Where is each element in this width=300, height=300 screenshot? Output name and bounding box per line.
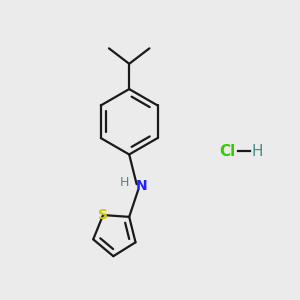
Text: H: H xyxy=(252,144,263,159)
Text: Cl: Cl xyxy=(219,144,236,159)
Text: H: H xyxy=(120,176,129,189)
Text: N: N xyxy=(135,179,147,193)
Text: S: S xyxy=(98,208,108,222)
